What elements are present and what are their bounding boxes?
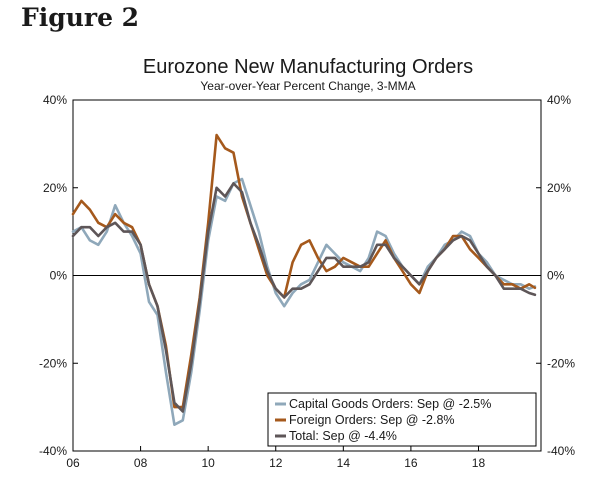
series-line-1 [71,133,537,409]
x-tick-label: 10 [201,456,215,470]
x-tick-label: 06 [66,456,80,470]
y-tick-label-right: -20% [547,356,575,370]
y-tick-label-left: 0% [50,269,68,283]
y-tick-label-right: 0% [547,269,565,283]
chart-title: Eurozone New Manufacturing Orders [143,56,473,78]
y-tick-label-left: -20% [39,356,67,370]
x-tick-label: 16 [404,456,418,470]
legend-label-2: Total: Sep @ -4.4% [289,429,397,443]
plot-area: 40% 40%20% 20%0% 0%-20% -20%-40% -40%06 08 10 12… [39,93,575,470]
series-layer [71,133,537,427]
x-tick-label: 08 [134,456,148,470]
y-tick-label-left: 20% [43,181,67,195]
legend-box [267,392,537,447]
figure-label: Figure 2 [21,3,140,32]
y-tick-label-right: 20% [547,181,571,195]
series-line-0 [71,177,537,427]
legend-label-0: Capital Goods Orders: Sep @ -2.5% [289,397,491,411]
x-tick-label: 12 [269,456,283,470]
x-tick-label: 18 [472,456,486,470]
legend: Capital Goods Orders: Sep @ -2.5% Foreign… [267,392,537,447]
legend-label-1: Foreign Orders: Sep @ -2.8% [289,413,455,427]
series-line-2 [71,182,537,413]
y-tick-label-right: -40% [547,444,575,458]
x-tick-label: 14 [337,456,351,470]
y-tick-label-left: 40% [43,93,67,107]
chart-subtitle: Year-over-Year Percent Change, 3-MMA [200,79,415,93]
y-tick-label-left: -40% [39,444,67,458]
y-tick-label-right: 40% [547,93,571,107]
